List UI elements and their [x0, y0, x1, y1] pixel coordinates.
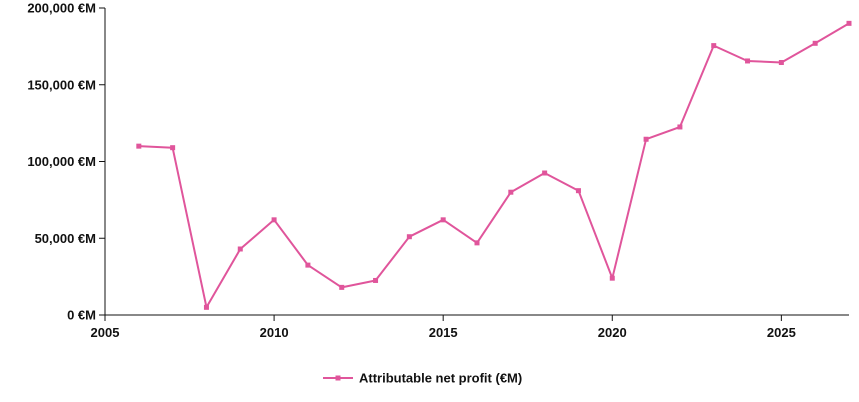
y-tick-label: 0 €M: [67, 308, 96, 323]
data-point[interactable]: [812, 40, 818, 46]
data-point[interactable]: [575, 188, 581, 194]
y-tick-label: 100,000 €M: [27, 154, 96, 169]
y-tick-label: 50,000 €M: [35, 231, 96, 246]
x-tick-label: 2015: [429, 325, 458, 340]
data-point[interactable]: [643, 136, 649, 142]
data-point[interactable]: [745, 58, 751, 64]
data-point[interactable]: [406, 234, 412, 240]
x-tick-label: 2010: [260, 325, 289, 340]
series-layer: [136, 20, 852, 310]
x-axis: 2005 2010 2015 2020 2025: [91, 314, 849, 340]
x-tick-label: 2025: [767, 325, 796, 340]
data-point[interactable]: [305, 262, 311, 268]
data-point[interactable]: [778, 59, 784, 65]
x-tick-label: 2020: [598, 325, 627, 340]
data-point[interactable]: [203, 304, 209, 310]
data-point[interactable]: [440, 217, 446, 223]
series-line: [138, 22, 850, 309]
data-point[interactable]: [542, 170, 548, 176]
data-point[interactable]: [339, 284, 345, 290]
data-point[interactable]: [271, 217, 277, 223]
data-point[interactable]: [609, 275, 615, 281]
legend-label: Attributable net profit (€M): [359, 371, 522, 386]
data-point[interactable]: [373, 277, 379, 283]
data-point[interactable]: [508, 189, 514, 195]
data-point[interactable]: [170, 145, 176, 151]
legend: Attributable net profit (€M): [323, 371, 522, 386]
data-point[interactable]: [237, 246, 243, 252]
data-point[interactable]: [136, 143, 142, 149]
y-tick-label: 150,000 €M: [27, 77, 96, 92]
data-point[interactable]: [474, 240, 480, 246]
data-point[interactable]: [677, 124, 683, 130]
y-tick-label: 200,000 €M: [27, 1, 96, 16]
x-tick-label: 2005: [91, 325, 120, 340]
y-axis: 0 €M 50,000 €M 100,000 €M 150,000 €M 200,000…: [27, 1, 106, 323]
legend-marker-swatch: [335, 375, 341, 381]
data-point[interactable]: [711, 43, 717, 49]
data-point[interactable]: [846, 20, 852, 26]
